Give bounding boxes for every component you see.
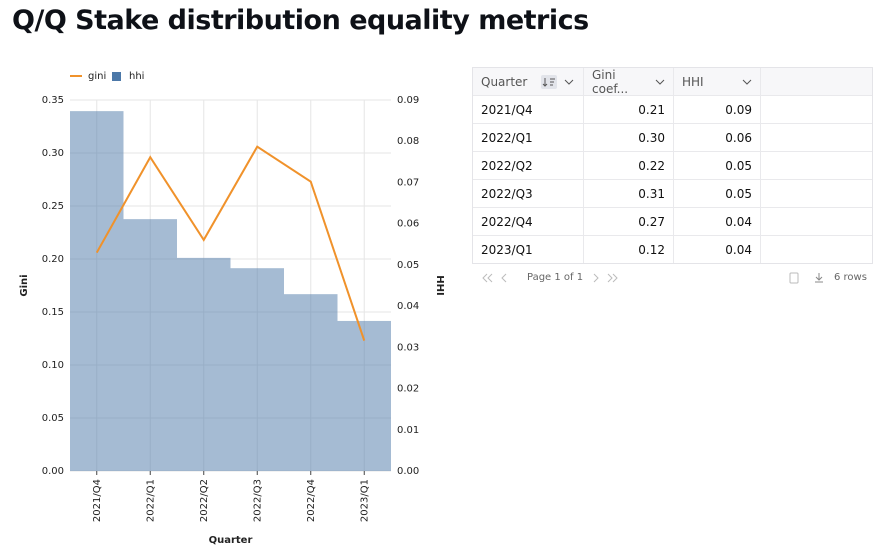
table-header: Quarter Gini coef... HHI [473,68,872,96]
bar [337,320,391,471]
y-tick-label: 0.25 [42,201,64,212]
data-table: Quarter Gini coef... HHI 2021/Q4 0.21 0.09… [472,67,873,264]
row-count: 6 rows [834,272,867,283]
table-cell: 0.21 [584,96,674,123]
table-cell: 0.27 [584,208,674,235]
y-tick-label: 0.05 [42,413,64,424]
table-cell: 2022/Q4 [473,208,584,235]
table-cell: 0.12 [584,236,674,263]
pager-text: Page 1 of 1 [527,272,584,283]
y-axis-title: Gini [19,274,30,296]
x-tick-label: 2022/Q1 [145,479,156,522]
chevron [742,79,752,85]
x-tick-label: 2021/Q4 [92,479,103,522]
y2-tick-label: 0.09 [397,95,419,106]
y2-tick-label: 0.04 [397,301,419,312]
page-title: Q/Q Stake distribution equality metrics [12,5,589,36]
table-cell: 0.06 [674,124,761,151]
x-tick-label: 2022/Q2 [199,479,210,522]
table-cell: 0.04 [674,208,761,235]
y2-tick-label: 0.01 [397,425,419,436]
table-cell: 2021/Q4 [473,96,584,123]
legend-label: gini [88,71,106,82]
table-cell: 0.22 [584,152,674,179]
table-cell [761,208,872,235]
header-cell[interactable]: HHI [674,68,761,95]
sort-icons [541,74,574,89]
y-tick-label: 0.00 [42,466,64,477]
bar [70,111,124,471]
table-cell: 2022/Q3 [473,180,584,207]
pager-arrows[interactable] [482,272,522,284]
footer-icons[interactable] [788,271,838,285]
bar [123,219,177,471]
bar [284,294,338,471]
y2-tick-label: 0.02 [397,384,419,395]
y2-tick-label: 0.03 [397,342,419,353]
table-cell [761,236,872,263]
table-cell: 0.04 [674,236,761,263]
bar [177,257,231,471]
bar [230,268,284,471]
table-row[interactable]: 2022/Q4 0.27 0.04 [473,208,872,236]
y2-tick-label: 0.08 [397,136,419,147]
line [95,145,366,341]
x-tick-label: 2022/Q4 [306,479,317,522]
table-row[interactable]: 2022/Q2 0.22 0.05 [473,152,872,180]
table-cell [761,96,872,123]
legend-swatch [112,72,121,81]
table-row[interactable]: 2021/Q4 0.21 0.09 [473,96,872,124]
y-tick-label: 0.30 [42,148,64,159]
table-row[interactable]: 2023/Q1 0.12 0.04 [473,236,872,263]
y2-tick-label: 0.07 [397,177,419,188]
table-cell: 0.09 [674,96,761,123]
y-tick-label: 0.35 [42,95,64,106]
table-cell [761,124,872,151]
table-cell: 0.05 [674,180,761,207]
table-cell: 0.30 [584,124,674,151]
table-cell: 2022/Q1 [473,124,584,151]
table-row[interactable]: 2022/Q1 0.30 0.06 [473,124,872,152]
pager-arrows[interactable] [590,272,630,284]
header-text: HHI [682,74,704,89]
y-tick-label: 0.10 [42,360,64,371]
header-text: Gini coef... [592,67,629,96]
table-cell: 0.05 [674,152,761,179]
header-cell[interactable]: Gini coef... [584,67,674,96]
y-tick-label: 0.15 [42,307,64,318]
legend-label: hhi [129,71,144,82]
header-cell [761,68,872,95]
table-cell: 2023/Q1 [473,236,584,263]
table-cell [761,180,872,207]
chart: 0.00 0.05 0.10 0.15 0.20 0.25 0.30 0.35 0.00 0.01… [19,71,445,546]
chevron [655,79,665,85]
x-tick-label: 2022/Q3 [252,479,263,522]
y2-tick-label: 0.00 [397,466,419,477]
header-cell[interactable]: Quarter [473,68,584,95]
header-text: Quarter [481,74,528,89]
table-cell: 2022/Q2 [473,152,584,179]
y2-tick-label: 0.06 [397,219,419,230]
table-footer: Page 1 of 1 6 rows [478,270,868,286]
table-cell: 0.31 [584,180,674,207]
y-tick-label: 0.20 [42,254,64,265]
table-row[interactable]: 2022/Q3 0.31 0.05 [473,180,872,208]
y2-tick-label: 0.05 [397,260,419,271]
table-cell [761,152,872,179]
y2-axis-title: HHI [434,275,445,295]
x-axis-title: Quarter [209,535,253,546]
x-tick-label: 2023/Q1 [359,479,370,522]
